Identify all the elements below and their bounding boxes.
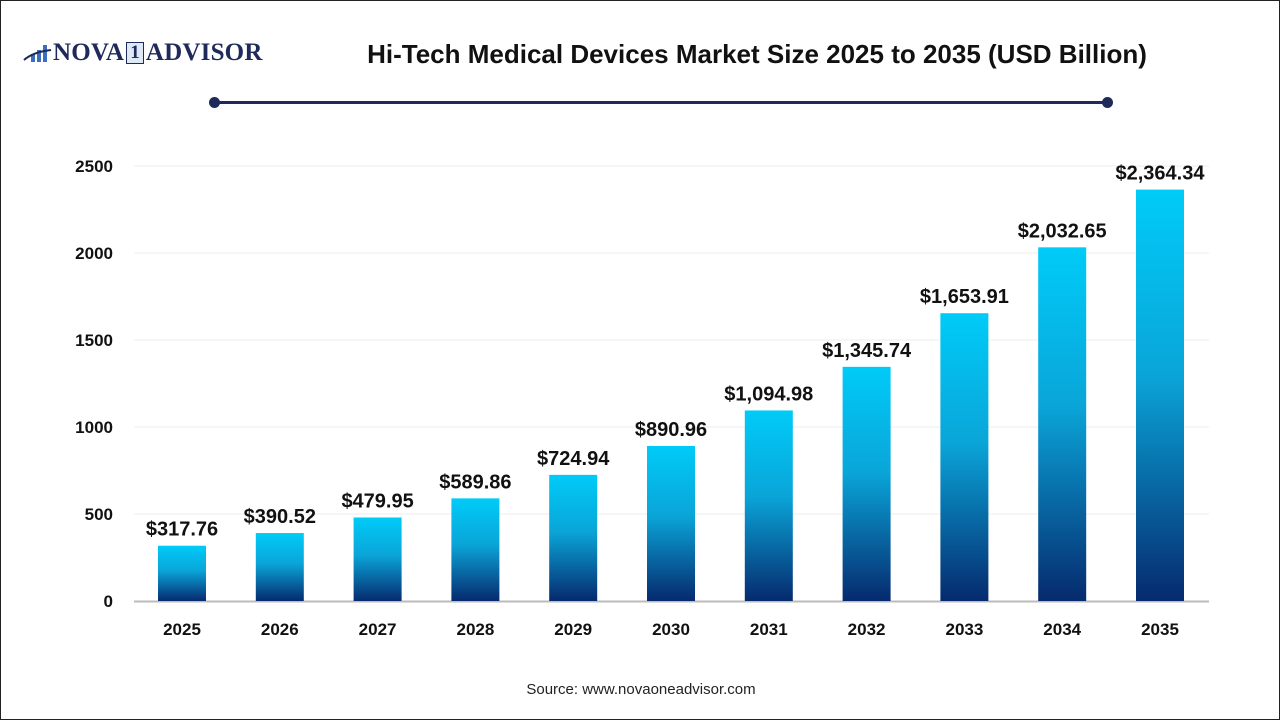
source-note: Source: www.novaoneadvisor.com [526,681,756,698]
divider-dot-right [1102,97,1113,108]
bar-2034 [1038,247,1087,601]
data-label: $317.76 [146,519,218,541]
nova-advisor-logo: NOVA 1 ADVISOR [23,39,263,67]
bar-2031 [744,410,793,601]
bar-2026 [255,533,304,601]
bar-2029 [549,474,598,601]
y-tick-label: 2000 [75,244,113,263]
x-tick-label: 2034 [1043,620,1081,639]
x-tick-label: 2031 [750,620,788,639]
title-divider [214,101,1107,104]
bar-2032 [842,366,891,601]
x-tick-label: 2032 [848,620,886,639]
x-tick-label: 2028 [456,620,494,639]
bar-2030 [647,445,695,601]
data-label: $479.95 [341,490,413,512]
x-tick-label: 2033 [945,620,983,639]
bar-2035 [1136,189,1184,601]
data-label: $1,653.91 [920,286,1009,308]
y-tick-label: 500 [85,505,113,524]
bar-2025 [158,545,206,601]
data-label: $589.86 [439,471,511,493]
y-tick-label: 2500 [75,157,113,176]
bar-chart-logo-icon [23,45,52,62]
x-tick-label: 2026 [261,620,299,639]
y-tick-label: 0 [104,592,113,611]
data-label: $2,032.65 [1018,220,1107,242]
bar-2027 [353,517,402,601]
x-tick-label: 2027 [359,620,397,639]
data-label: $1,345.74 [822,340,912,362]
x-tick-label: 2035 [1141,620,1179,639]
y-tick-label: 1000 [75,418,113,437]
x-tick-label: 2030 [652,620,690,639]
data-label: $724.94 [537,448,610,470]
bar-2033 [940,313,989,601]
data-label: $890.96 [635,419,707,441]
bar-2028 [451,498,500,601]
data-label: $1,094.98 [724,383,813,405]
data-label: $2,364.34 [1116,163,1206,185]
x-tick-label: 2029 [554,620,592,639]
x-tick-label: 2025 [163,620,201,639]
data-label: $390.52 [244,506,316,528]
divider-dot-left [209,97,220,108]
y-tick-label: 1500 [75,331,113,350]
chart-title: Hi-Tech Medical Devices Market Size 2025… [367,39,1147,69]
